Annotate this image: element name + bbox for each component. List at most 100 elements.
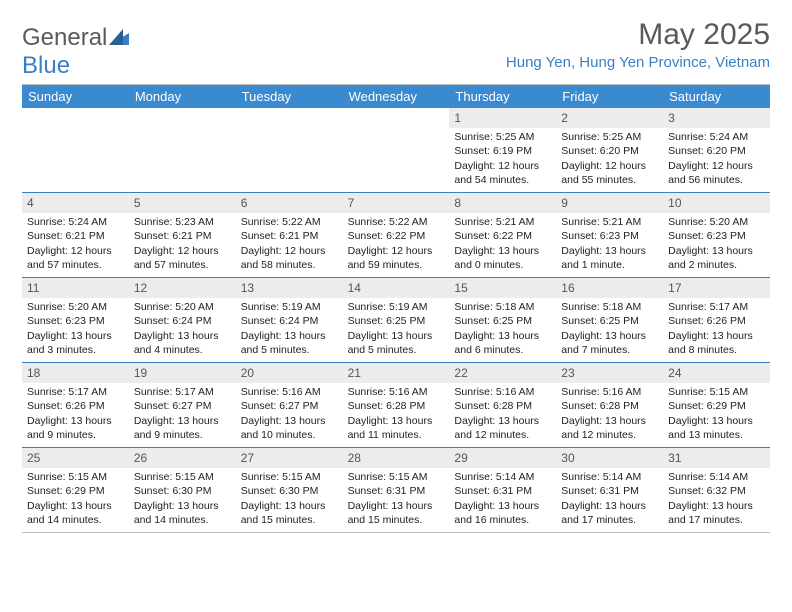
day-number: 16 [556,278,663,298]
title-block: May 2025 Hung Yen, Hung Yen Province, Vi… [506,18,770,71]
calendar-cell: 29Sunrise: 5:14 AMSunset: 6:31 PMDayligh… [449,448,556,532]
day-number: 4 [22,193,129,213]
detail-line: and 9 minutes. [134,428,231,442]
detail-line: Sunset: 6:23 PM [668,229,765,243]
detail-line: Sunrise: 5:19 AM [348,300,445,314]
weekday-label: Wednesday [343,85,450,108]
detail-line: Sunset: 6:19 PM [454,144,551,158]
weekday-label: Monday [129,85,236,108]
calendar: Sunday Monday Tuesday Wednesday Thursday… [22,84,770,533]
detail-line: Sunset: 6:22 PM [454,229,551,243]
detail-line: and 59 minutes. [348,258,445,272]
detail-line: Sunrise: 5:20 AM [27,300,124,314]
detail-line: Sunset: 6:28 PM [561,399,658,413]
detail-line: Daylight: 13 hours [454,499,551,513]
detail-line: Sunset: 6:29 PM [668,399,765,413]
detail-line: Sunset: 6:20 PM [668,144,765,158]
detail-line: and 1 minute. [561,258,658,272]
detail-line: Daylight: 13 hours [668,329,765,343]
detail-line: Sunrise: 5:15 AM [241,470,338,484]
detail-line: Sunrise: 5:20 AM [134,300,231,314]
calendar-cell: 31Sunrise: 5:14 AMSunset: 6:32 PMDayligh… [663,448,770,532]
detail-line: Daylight: 12 hours [27,244,124,258]
weekday-header: Sunday Monday Tuesday Wednesday Thursday… [22,85,770,108]
day-detail: Sunrise: 5:20 AMSunset: 6:23 PMDaylight:… [22,300,129,361]
detail-line: Sunrise: 5:16 AM [454,385,551,399]
detail-line: and 4 minutes. [134,343,231,357]
calendar-cell: 4Sunrise: 5:24 AMSunset: 6:21 PMDaylight… [22,193,129,277]
day-detail: Sunrise: 5:25 AMSunset: 6:19 PMDaylight:… [449,130,556,191]
detail-line: Daylight: 13 hours [668,499,765,513]
detail-line: Sunset: 6:32 PM [668,484,765,498]
detail-line: Daylight: 12 hours [241,244,338,258]
calendar-cell: 26Sunrise: 5:15 AMSunset: 6:30 PMDayligh… [129,448,236,532]
detail-line: Sunset: 6:28 PM [348,399,445,413]
detail-line: Daylight: 13 hours [348,329,445,343]
detail-line: Sunset: 6:24 PM [134,314,231,328]
detail-line: Daylight: 13 hours [561,499,658,513]
month-title: May 2025 [506,18,770,52]
day-number: 24 [663,363,770,383]
day-number: 9 [556,193,663,213]
detail-line: Sunset: 6:25 PM [348,314,445,328]
calendar-cell: 7Sunrise: 5:22 AMSunset: 6:22 PMDaylight… [343,193,450,277]
detail-line: Sunrise: 5:18 AM [561,300,658,314]
calendar-cell: 6Sunrise: 5:22 AMSunset: 6:21 PMDaylight… [236,193,343,277]
calendar-week: 18Sunrise: 5:17 AMSunset: 6:26 PMDayligh… [22,363,770,448]
day-detail: Sunrise: 5:15 AMSunset: 6:30 PMDaylight:… [129,470,236,531]
detail-line: Sunset: 6:27 PM [134,399,231,413]
detail-line: Sunrise: 5:16 AM [561,385,658,399]
day-number: 2 [556,108,663,128]
day-detail: Sunrise: 5:15 AMSunset: 6:30 PMDaylight:… [236,470,343,531]
detail-line: Daylight: 13 hours [561,414,658,428]
calendar-cell: 13Sunrise: 5:19 AMSunset: 6:24 PMDayligh… [236,278,343,362]
detail-line: Daylight: 13 hours [241,414,338,428]
detail-line: Sunset: 6:27 PM [241,399,338,413]
detail-line: and 10 minutes. [241,428,338,442]
detail-line: Sunset: 6:25 PM [561,314,658,328]
detail-line: Sunset: 6:24 PM [241,314,338,328]
detail-line: and 7 minutes. [561,343,658,357]
day-detail: Sunrise: 5:14 AMSunset: 6:32 PMDaylight:… [663,470,770,531]
detail-line: Sunset: 6:21 PM [27,229,124,243]
day-detail: Sunrise: 5:14 AMSunset: 6:31 PMDaylight:… [556,470,663,531]
calendar-cell: 22Sunrise: 5:16 AMSunset: 6:28 PMDayligh… [449,363,556,447]
day-number: 25 [22,448,129,468]
detail-line: Sunset: 6:31 PM [454,484,551,498]
day-detail: Sunrise: 5:24 AMSunset: 6:21 PMDaylight:… [22,215,129,276]
day-number: 6 [236,193,343,213]
day-number: 7 [343,193,450,213]
calendar-cell [343,108,450,192]
detail-line: Daylight: 13 hours [668,414,765,428]
detail-line: and 3 minutes. [27,343,124,357]
weekday-label: Thursday [449,85,556,108]
detail-line: Daylight: 13 hours [134,329,231,343]
detail-line: and 17 minutes. [668,513,765,527]
detail-line: Sunrise: 5:15 AM [134,470,231,484]
detail-line: Sunrise: 5:15 AM [668,385,765,399]
location-text: Hung Yen, Hung Yen Province, Vietnam [506,54,770,71]
detail-line: Daylight: 13 hours [668,244,765,258]
calendar-cell: 25Sunrise: 5:15 AMSunset: 6:29 PMDayligh… [22,448,129,532]
detail-line: Daylight: 13 hours [561,244,658,258]
day-detail: Sunrise: 5:19 AMSunset: 6:24 PMDaylight:… [236,300,343,361]
detail-line: Daylight: 13 hours [454,244,551,258]
day-detail: Sunrise: 5:20 AMSunset: 6:23 PMDaylight:… [663,215,770,276]
detail-line: Sunrise: 5:17 AM [134,385,231,399]
detail-line: Daylight: 13 hours [27,499,124,513]
calendar-cell: 9Sunrise: 5:21 AMSunset: 6:23 PMDaylight… [556,193,663,277]
detail-line: Sunset: 6:23 PM [27,314,124,328]
detail-line: Sunrise: 5:15 AM [27,470,124,484]
day-number: 11 [22,278,129,298]
detail-line: and 12 minutes. [454,428,551,442]
detail-line: and 56 minutes. [668,173,765,187]
calendar-cell [236,108,343,192]
calendar-cell: 3Sunrise: 5:24 AMSunset: 6:20 PMDaylight… [663,108,770,192]
brand-blue: Blue [22,52,70,79]
detail-line: Daylight: 13 hours [348,414,445,428]
detail-line: Sunrise: 5:16 AM [241,385,338,399]
detail-line: and 13 minutes. [668,428,765,442]
calendar-cell: 8Sunrise: 5:21 AMSunset: 6:22 PMDaylight… [449,193,556,277]
detail-line: Daylight: 13 hours [27,414,124,428]
detail-line: and 15 minutes. [241,513,338,527]
